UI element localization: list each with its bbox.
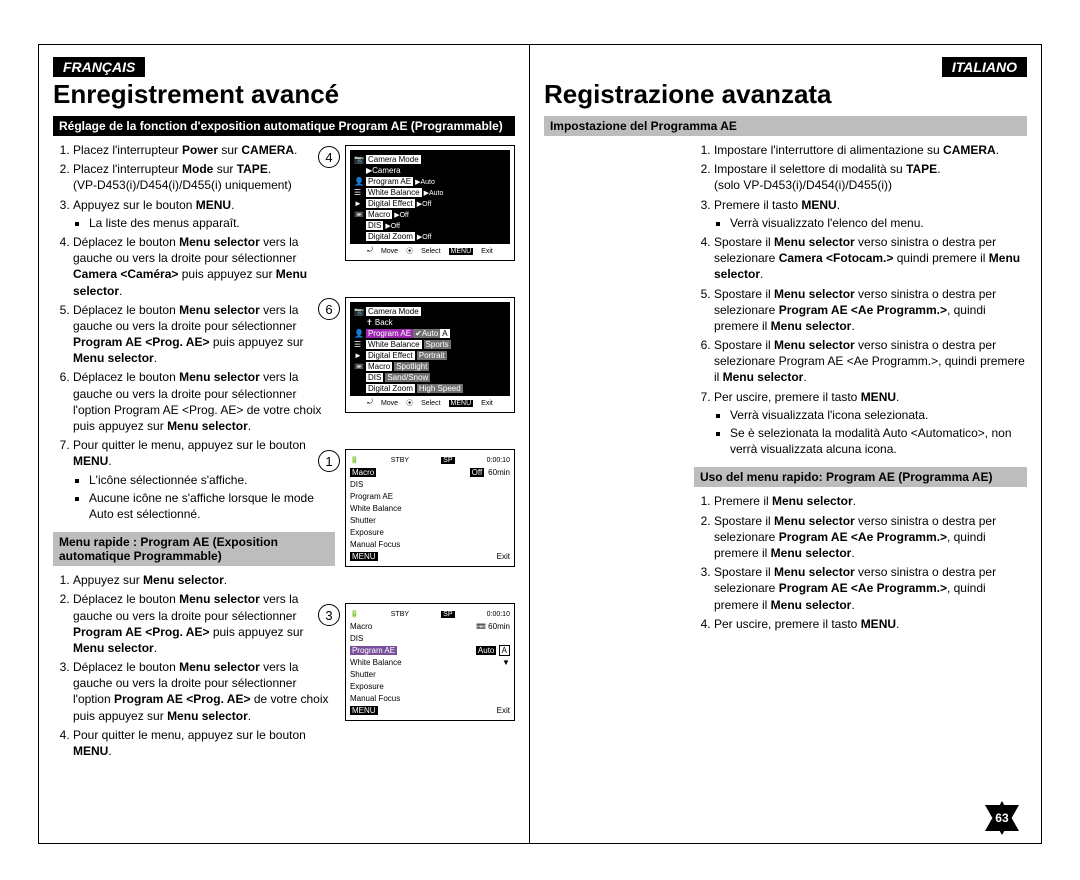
step-ref-3: 3 (318, 604, 340, 626)
list-item: Se è selezionata la modalità Auto <Autom… (730, 425, 1027, 457)
steps2-it: Premere il Menu selector. Spostare il Me… (694, 493, 1027, 632)
step-ref-1: 1 (318, 450, 340, 472)
list-item: Placez l'interrupteur Power sur CAMERA. (73, 142, 335, 158)
list-item: Déplacez le bouton Menu selector vers la… (73, 591, 335, 656)
diagram-1: 1 🔋STBYSP0:00:10 MacroOff60min DIS Progr… (345, 449, 515, 567)
list-item: L'icône sélectionnée s'affiche. (89, 472, 335, 488)
page-number-badge: 63 (985, 801, 1019, 835)
italian-column: ITALIANO Registrazione avanzata Impostaz… (530, 45, 1041, 843)
french-column: FRANÇAIS Enregistrement avancé Réglage d… (39, 45, 530, 843)
list-item: Per uscire, premere il tasto MENU. Verrà… (714, 389, 1027, 458)
lang-tag-it: ITALIANO (942, 57, 1027, 77)
list-item: Déplacez le bouton Menu selector vers la… (73, 234, 335, 299)
section1-fr: Réglage de la fonction d'exposition auto… (53, 116, 515, 136)
step-ref-6: 6 (318, 298, 340, 320)
list-item: Déplacez le bouton Menu selector vers la… (73, 659, 335, 724)
list-item: Spostare il Menu selector verso sinistra… (714, 564, 1027, 613)
section2-fr: Menu rapide : Program AE (Exposition aut… (53, 532, 335, 566)
diagram-4: 4 📷Camera Mode ▶Camera 👤Program AE▶Auto … (345, 145, 515, 261)
list-item: Pour quitter le menu, appuyez sur le bou… (73, 437, 335, 522)
list-item: Spostare il Menu selector verso sinistra… (714, 234, 1027, 283)
list-item: Impostare il selettore di modalità su TA… (714, 161, 1027, 193)
list-item: Déplacez le bouton Menu selector vers la… (73, 369, 335, 434)
list-item: Appuyez sur Menu selector. (73, 572, 335, 588)
list-item: Aucune icône ne s'affiche lorsque le mod… (89, 490, 335, 522)
list-item: Premere il Menu selector. (714, 493, 1027, 509)
lang-tag-fr: FRANÇAIS (53, 57, 145, 77)
list-item: Verrà visualizzata l'icona selezionata. (730, 407, 1027, 423)
page-frame: FRANÇAIS Enregistrement avancé Réglage d… (38, 44, 1042, 844)
list-item: Placez l'interrupteur Mode sur TAPE.(VP-… (73, 161, 335, 193)
list-item: Spostare il Menu selector verso sinistra… (714, 513, 1027, 562)
title-fr: Enregistrement avancé (53, 79, 515, 110)
steps2-fr: Appuyez sur Menu selector. Déplacez le b… (53, 572, 335, 759)
list-item: Spostare il Menu selector verso sinistra… (714, 286, 1027, 335)
list-item: Pour quitter le menu, appuyez sur le bou… (73, 727, 335, 759)
title-it: Registrazione avanzata (544, 79, 1027, 110)
list-item: Spostare il Menu selector verso sinistra… (714, 337, 1027, 386)
section2-it: Uso del menu rapido: Program AE (Program… (694, 467, 1027, 487)
steps1-it: Impostare l'interruttore di alimentazion… (694, 142, 1027, 457)
list-item: Déplacez le bouton Menu selector vers la… (73, 302, 335, 367)
list-item: Premere il tasto MENU. Verrà visualizzat… (714, 197, 1027, 231)
step-ref-4: 4 (318, 146, 340, 168)
list-item: Verrà visualizzato l'elenco del menu. (730, 215, 1027, 231)
list-item: La liste des menus apparaît. (89, 215, 335, 231)
diagrams-strip: 4 📷Camera Mode ▶Camera 👤Program AE▶Auto … (345, 145, 515, 721)
list-item: Per uscire, premere il tasto MENU. (714, 616, 1027, 632)
steps1-fr: Placez l'interrupteur Power sur CAMERA. … (53, 142, 335, 522)
list-item: Impostare l'interruttore di alimentazion… (714, 142, 1027, 158)
section1-it: Impostazione del Programma AE (544, 116, 1027, 136)
diagram-6: 6 📷Camera Mode ✝ Back 👤Program AE✔AutoA … (345, 297, 515, 413)
list-item: Appuyez sur le bouton MENU. La liste des… (73, 197, 335, 231)
diagram-3: 3 🔋STBYSP0:00:10 Macro📼 60min DIS Progra… (345, 603, 515, 721)
